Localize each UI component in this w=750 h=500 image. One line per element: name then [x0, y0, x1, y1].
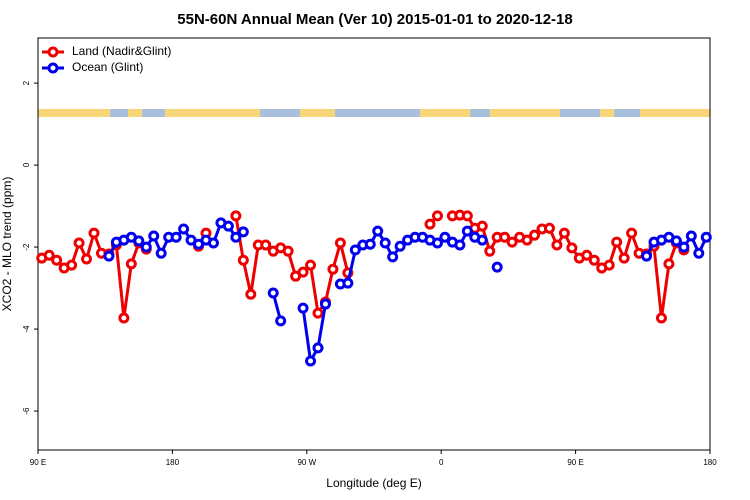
data-point: [454, 239, 466, 251]
data-point: [305, 355, 317, 367]
data-point: [207, 237, 219, 249]
data-point: [372, 225, 384, 237]
legend-marker: [47, 46, 59, 58]
y-tick-label: -4: [22, 325, 31, 333]
chart-title: 55N-60N Annual Mean (Ver 10) 2015-01-01 …: [177, 11, 572, 28]
data-point: [476, 220, 488, 232]
y-tick-label: 0: [22, 162, 31, 167]
x-tick-label: 180: [703, 458, 717, 467]
data-point: [155, 247, 167, 259]
data-point: [51, 254, 63, 266]
data-point: [685, 230, 697, 242]
data-point: [529, 229, 541, 241]
data-point: [431, 237, 443, 249]
data-point: [678, 241, 690, 253]
data-point: [663, 258, 675, 270]
data-point: [476, 234, 488, 246]
data-point: [260, 239, 272, 251]
data-point: [655, 312, 667, 324]
x-tick-label: 90 E: [567, 458, 583, 467]
land-ocean-strip: [38, 109, 710, 117]
x-axis-label: Longitude (deg E): [326, 476, 421, 490]
data-point: [506, 236, 518, 248]
data-point: [297, 266, 309, 278]
data-point: [700, 231, 712, 243]
data-point: [379, 237, 391, 249]
data-point: [618, 252, 630, 264]
series-line: [41, 213, 685, 320]
plot-frame: [37, 37, 711, 451]
x-tick-label: 180: [166, 458, 180, 467]
data-point: [237, 254, 249, 266]
data-point: [275, 315, 287, 327]
data-point: [558, 227, 570, 239]
data-point: [349, 244, 361, 256]
data-point: [148, 230, 160, 242]
data-point: [103, 250, 115, 262]
data-point: [588, 254, 600, 266]
data-point: [81, 253, 93, 265]
data-point: [245, 288, 257, 300]
data-point: [611, 236, 623, 248]
data-point: [491, 261, 503, 273]
legend-marker: [47, 62, 59, 74]
data-point: [364, 238, 376, 250]
y-axis-label: XCO2 - MLO trend (ppm): [0, 177, 14, 312]
data-point: [334, 237, 346, 249]
data-point: [88, 227, 100, 239]
data-point: [140, 241, 152, 253]
data-point: [499, 231, 511, 243]
x-tick-label: 90 W: [297, 458, 316, 467]
data-point: [319, 298, 331, 310]
data-point: [603, 259, 615, 271]
legend-label: Ocean (Glint): [72, 60, 143, 74]
data-point: [237, 226, 249, 238]
data-point: [312, 307, 324, 319]
data-point: [327, 263, 339, 275]
y-tick-label: 2: [22, 80, 31, 85]
data-point: [461, 225, 473, 237]
data-point: [484, 245, 496, 257]
data-point: [267, 287, 279, 299]
data-point: [521, 234, 533, 246]
data-point: [439, 231, 451, 243]
data-point: [626, 227, 638, 239]
data-point: [305, 259, 317, 271]
data-point: [641, 250, 653, 262]
data-point: [230, 210, 242, 222]
y-tick-label: -6: [22, 407, 31, 415]
data-point: [230, 231, 242, 243]
data-point: [551, 239, 563, 251]
data-point: [282, 245, 294, 257]
data-point: [670, 235, 682, 247]
x-tick-label: 0: [439, 458, 444, 467]
data-point: [387, 251, 399, 263]
data-point: [297, 302, 309, 314]
data-point: [693, 247, 705, 259]
data-point: [133, 235, 145, 247]
legend-label: Land (Nadir&Glint): [72, 44, 171, 58]
data-point: [394, 240, 406, 252]
data-point: [66, 259, 78, 271]
data-point: [342, 277, 354, 289]
data-point: [461, 210, 473, 222]
data-point: [424, 218, 436, 230]
data-point: [312, 342, 324, 354]
data-point: [566, 242, 578, 254]
data-point: [118, 312, 130, 324]
data-point: [170, 231, 182, 243]
data-point: [222, 220, 234, 232]
data-point: [543, 222, 555, 234]
data-point: [431, 210, 443, 222]
data-point: [178, 223, 190, 235]
data-point: [581, 249, 593, 261]
x-tick-label: 90 E: [30, 458, 46, 467]
data-point: [73, 237, 85, 249]
data-point: [125, 258, 137, 270]
data-point: [43, 249, 55, 261]
y-tick-label: -2: [22, 243, 31, 251]
